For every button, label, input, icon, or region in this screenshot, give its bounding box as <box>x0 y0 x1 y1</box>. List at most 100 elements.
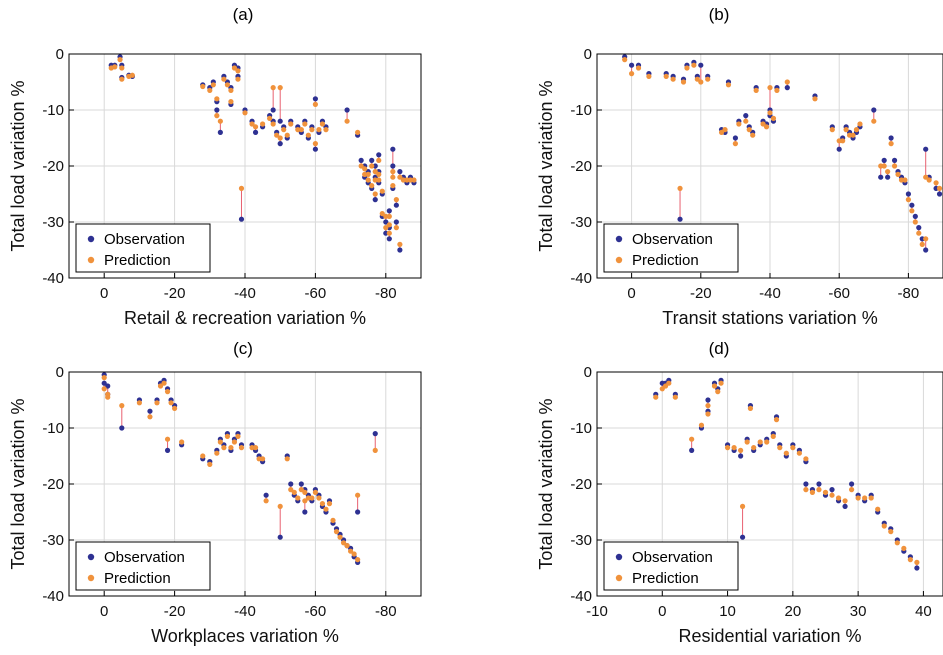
prediction-point <box>689 436 695 442</box>
prediction-point <box>210 82 216 88</box>
observation-point <box>355 509 361 515</box>
prediction-point <box>725 82 732 88</box>
prediction-point <box>270 121 276 127</box>
prediction-point <box>646 73 652 79</box>
prediction-point <box>397 174 403 180</box>
prediction-point <box>372 447 378 453</box>
panel-label: (b) <box>709 5 730 24</box>
prediction-point <box>379 211 385 217</box>
y-tick-label: -40 <box>42 270 64 287</box>
legend-marker <box>615 553 623 561</box>
prediction-point <box>790 445 796 451</box>
prediction-point <box>323 127 329 133</box>
prediction-point <box>372 169 378 175</box>
observation-point <box>298 481 304 487</box>
prediction-point <box>672 394 678 400</box>
legend-box <box>603 541 739 591</box>
prediction-point <box>383 225 389 231</box>
legend-marker <box>87 553 95 561</box>
prediction-point <box>200 83 206 90</box>
legend: Observation Prediction <box>75 223 211 273</box>
prediction-point <box>358 163 364 169</box>
prediction-point <box>369 163 375 169</box>
prediction-point <box>843 127 849 133</box>
y-tick-label: -30 <box>42 532 64 549</box>
prediction-point <box>757 439 763 445</box>
prediction-point <box>207 87 213 93</box>
prediction-point <box>663 73 669 79</box>
prediction-point <box>351 551 357 557</box>
x-tick-label: 0 <box>100 285 108 302</box>
chart-panel-2: (b) 0 -20 -40 -60 -80 0 -10 -20 -30 -40 Observation… <box>536 5 943 328</box>
prediction-point <box>333 529 340 535</box>
observation-point <box>147 408 153 414</box>
x-tick-label: 20 <box>785 603 802 620</box>
legend-marker <box>615 256 623 264</box>
legend-marker <box>87 574 95 582</box>
prediction-point <box>829 127 835 133</box>
prediction-point <box>770 433 776 439</box>
prediction-point <box>224 82 230 88</box>
prediction-point <box>812 96 818 102</box>
y-tick-label: -20 <box>570 476 592 493</box>
prediction-point <box>784 79 790 85</box>
observation-point <box>936 191 943 197</box>
prediction-point <box>731 445 737 451</box>
prediction-point <box>376 171 382 177</box>
y-tick-label: -40 <box>570 588 592 605</box>
prediction-point <box>340 540 347 546</box>
prediction-point <box>252 124 259 130</box>
observation-point <box>312 146 318 152</box>
prediction-point <box>101 386 107 392</box>
plot-frame <box>68 53 422 279</box>
observation-point <box>105 383 111 389</box>
prediction-point <box>386 222 392 228</box>
y-tick-label: 0 <box>584 364 592 381</box>
observation-point <box>252 129 259 135</box>
prediction-point <box>724 445 731 451</box>
prediction-point <box>319 501 326 507</box>
prediction-point <box>119 65 125 71</box>
x-tick-label: -80 <box>898 285 920 302</box>
prediction-point <box>161 380 167 386</box>
legend-observation: Observation <box>632 549 713 566</box>
prediction-point <box>875 506 881 512</box>
x-axis-label: Retail & recreation variation % <box>124 308 366 328</box>
prediction-point <box>926 177 932 183</box>
prediction-point <box>840 138 846 144</box>
prediction-point <box>842 498 848 504</box>
prediction-point <box>767 85 773 91</box>
prediction-point <box>288 487 294 493</box>
x-tick-label: 40 <box>915 603 932 620</box>
observation-point <box>397 169 403 175</box>
prediction-point <box>919 241 925 247</box>
y-tick-label: 0 <box>56 46 64 63</box>
prediction-point <box>154 400 160 406</box>
legend: Observation Prediction <box>603 223 739 273</box>
y-tick-label: -10 <box>42 420 64 437</box>
legend-observation: Observation <box>104 231 185 248</box>
prediction-point <box>738 447 744 453</box>
y-tick-label: -10 <box>42 102 64 119</box>
observation-point <box>312 96 318 102</box>
prediction-point <box>369 183 375 189</box>
observation-point <box>698 62 704 68</box>
prediction-point <box>274 132 280 138</box>
observation-point <box>888 135 894 141</box>
prediction-point <box>902 177 908 183</box>
prediction-point <box>912 219 918 225</box>
prediction-point <box>916 230 922 236</box>
prediction-point <box>312 101 318 107</box>
observation-point <box>386 236 392 242</box>
observation-point <box>383 219 389 225</box>
prediction-point <box>365 171 371 177</box>
plot-frame <box>596 53 943 279</box>
observation-point <box>238 216 245 222</box>
x-tick-label: -40 <box>234 285 256 302</box>
x-tick-label: -20 <box>164 603 186 620</box>
prediction-point <box>207 461 213 467</box>
panel-label: (c) <box>233 339 253 358</box>
prediction-point <box>829 492 835 498</box>
prediction-point <box>715 389 721 395</box>
prediction-point <box>393 197 399 203</box>
